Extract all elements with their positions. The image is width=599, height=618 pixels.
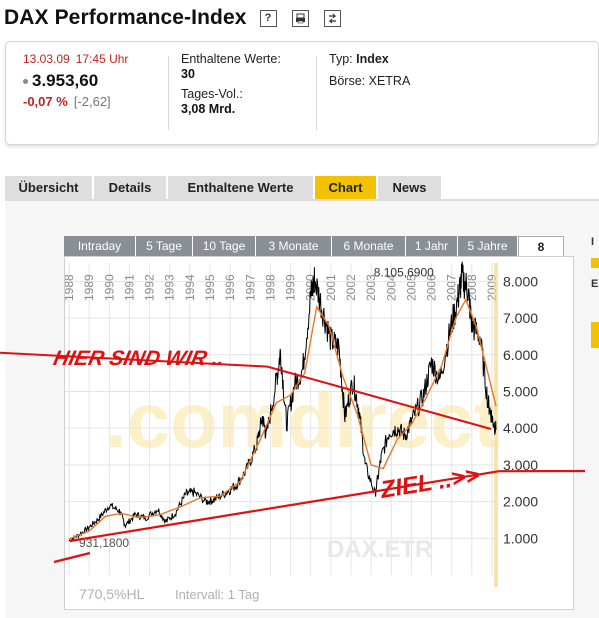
quote-timestamp: 13.03.09 17:45 Uhr	[23, 52, 128, 66]
range-intraday[interactable]: Intraday	[64, 236, 136, 256]
year-label: 1992	[143, 274, 157, 301]
year-label: 2005	[404, 274, 418, 301]
share-icon[interactable]	[323, 9, 341, 27]
chart-area: .comdirect 1988 1989 1990 1991 1992 1993 1994 19…	[64, 256, 574, 610]
source-watermark: DAX.ETR	[327, 536, 432, 563]
quote-change-absolute: [-2,62]	[73, 94, 111, 109]
side-panel-marker	[591, 322, 599, 348]
tab-underline	[5, 199, 599, 201]
year-label: 1993	[163, 274, 177, 301]
year-label: 2006	[425, 274, 439, 301]
divider	[316, 56, 317, 130]
chart-footer-scale: 770,5%HL	[79, 586, 145, 602]
exchange-value: XETRA	[368, 74, 411, 88]
quote-price: 3.953,60	[32, 71, 99, 90]
print-icon[interactable]	[291, 9, 309, 27]
max-value-label: 8.105,6900	[374, 265, 434, 279]
range-5-tage[interactable]: 5 Tage	[136, 236, 193, 256]
year-label: 1999	[284, 274, 298, 301]
y-tick-label: 6.000	[503, 347, 538, 363]
year-label: 2007	[445, 274, 459, 301]
year-label: 2003	[364, 274, 378, 301]
year-label: 1988	[65, 274, 76, 301]
y-tick-label: 5.000	[503, 383, 538, 399]
side-panel-marker	[591, 258, 599, 268]
range-selector: Intraday 5 Tage 10 Tage 3 Monate 6 Monat…	[64, 236, 564, 256]
page-header: DAX Performance-Index ?	[4, 4, 341, 32]
price-chart: .comdirect 1988 1989 1990 1991 1992 1993 1994 19…	[65, 261, 538, 602]
range-1-jahr[interactable]: 1 Jahr	[406, 236, 458, 256]
help-icon[interactable]: ?	[259, 9, 277, 27]
constituents-value: 30	[181, 67, 195, 81]
year-label: 1994	[183, 274, 197, 301]
tab-chart[interactable]: Chart	[315, 176, 376, 199]
year-label: 1996	[223, 274, 237, 301]
watermark-text: .comdirect	[105, 376, 499, 464]
y-tick-label: 2.000	[503, 494, 538, 510]
year-label: 1990	[102, 274, 116, 301]
range-5-jahre[interactable]: 5 Jahre	[458, 236, 518, 256]
year-label: 2001	[324, 274, 338, 301]
year-label: 2002	[344, 274, 358, 301]
quote-meta-block: Typ: Index Börse: XETRA	[329, 52, 410, 96]
min-value-label: 931,1800	[79, 536, 129, 550]
year-label: 1991	[122, 274, 136, 301]
volume-label: Tages-Vol.:	[181, 87, 243, 101]
main-tabs: Übersicht Details Enthaltene Werte Chart…	[5, 176, 443, 199]
exchange-label: Börse:	[329, 74, 366, 88]
y-tick-label: 7.000	[503, 310, 538, 326]
constituents-label: Enthaltene Werte:	[181, 52, 281, 66]
range-10-tage[interactable]: 10 Tage	[193, 236, 256, 256]
type-label: Typ:	[329, 52, 353, 66]
divider	[168, 56, 169, 130]
y-tick-label: 1.000	[503, 530, 538, 546]
year-label: 2004	[384, 274, 398, 301]
tab-details[interactable]: Details	[94, 176, 166, 199]
volume-value: 3,08 Mrd.	[181, 102, 236, 116]
side-panel-label: I	[591, 236, 595, 248]
quote-change-percent: -0,07 %	[23, 94, 68, 109]
type-value: Index	[356, 52, 389, 66]
tab-uebersicht[interactable]: Übersicht	[5, 176, 92, 199]
year-label: 1995	[203, 274, 217, 301]
bullet-icon	[23, 78, 28, 84]
tab-news[interactable]: News	[378, 176, 441, 199]
side-panel-link[interactable]: E	[591, 278, 599, 290]
tab-enthaltene-werte[interactable]: Enthaltene Werte	[168, 176, 313, 199]
chart-footer-interval: Intervall: 1 Tag	[175, 587, 259, 602]
quote-price-block: 13.03.09 17:45 Uhr 3.953,60 -0,07 % [-2,62…	[23, 52, 128, 109]
year-label: 1997	[243, 274, 257, 301]
y-tick-label: 3.000	[503, 457, 538, 473]
range-extra-tab[interactable]: 8	[518, 236, 564, 256]
year-label: 1998	[263, 274, 277, 301]
range-6-monate[interactable]: 6 Monate	[332, 236, 406, 256]
year-label: 1989	[82, 274, 96, 301]
quote-stats-block: Enthaltene Werte: 30 Tages-Vol.: 3,08 Mr…	[181, 52, 281, 116]
range-3-monate[interactable]: 3 Monate	[256, 236, 332, 256]
page-title: DAX Performance-Index	[4, 6, 247, 29]
quote-time: 17:45 Uhr	[75, 52, 129, 66]
quote-date: 13.03.09	[23, 52, 70, 66]
quote-summary: 13.03.09 17:45 Uhr 3.953,60 -0,07 % [-2,62…	[5, 41, 599, 145]
y-tick-label: 4.000	[503, 420, 538, 436]
y-tick-label: 8.000	[503, 273, 538, 289]
